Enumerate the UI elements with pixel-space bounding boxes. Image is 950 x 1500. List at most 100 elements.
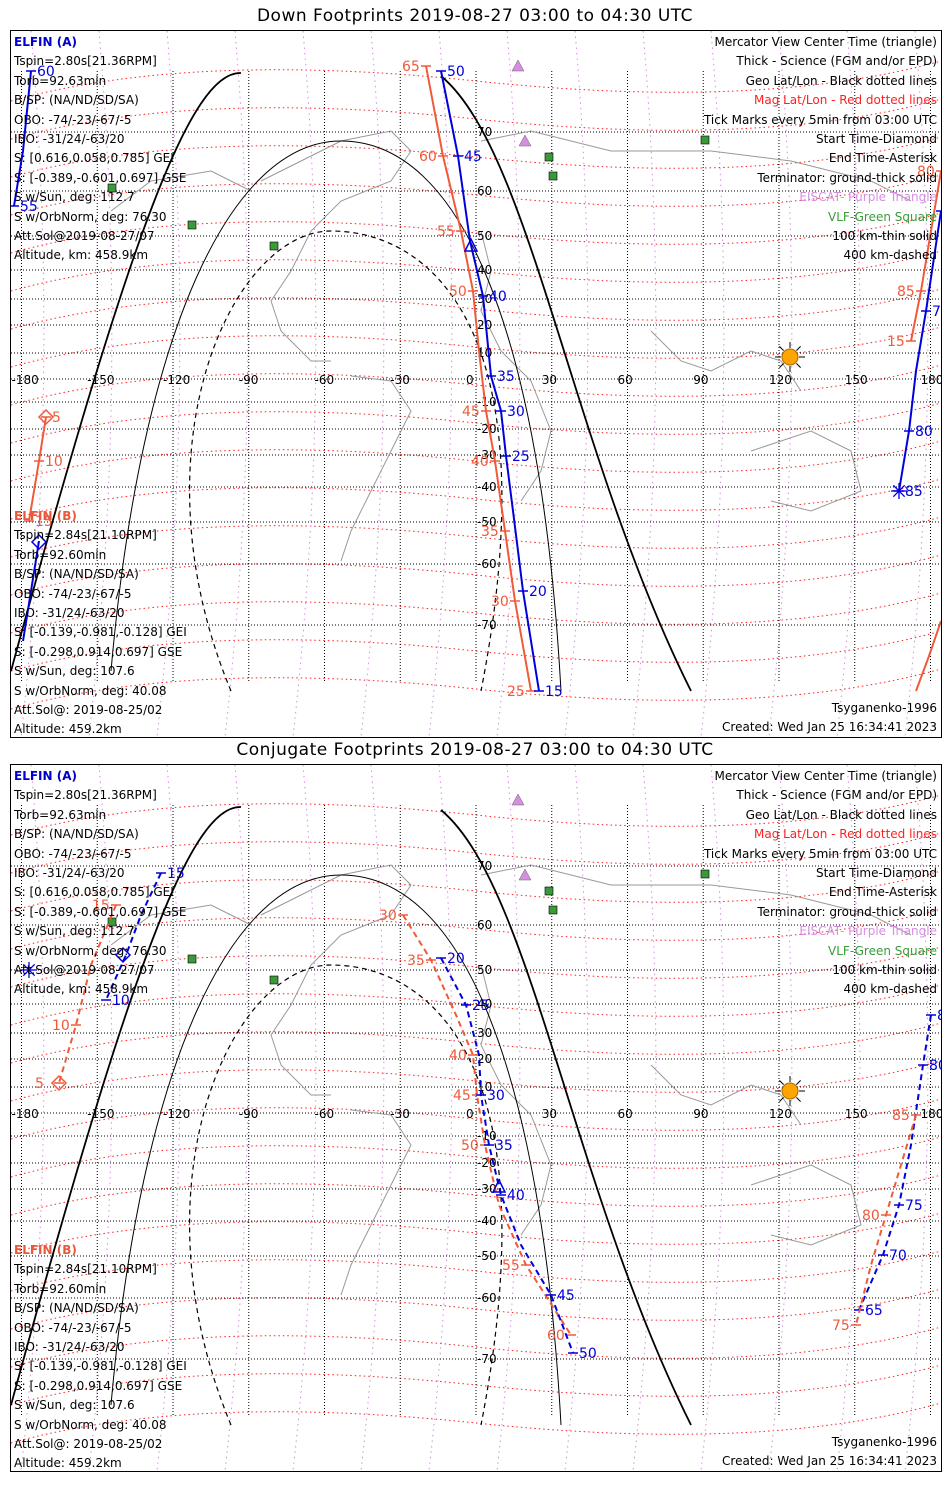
panel-title-down: Down Footprints 2019-08-27 03:00 to 04:3…: [256, 6, 694, 26]
lon-tick-label: -120: [163, 373, 190, 387]
coastline: [650, 330, 802, 392]
map-panel-conjugate: -180 -150 -120 -90 -60 -30 0 30 60 90 120 150 180 70 6…: [10, 764, 942, 1472]
lon-tick-label: -60: [315, 1107, 335, 1121]
elfin-a-down-track-east: [898, 210, 941, 492]
elfin-b-conj-track-tick-label: 50: [461, 1138, 479, 1154]
legend-item: Thick - Science (FGM and/or EPD): [736, 54, 937, 69]
lat-tick-label: 50: [477, 963, 492, 977]
elfin-a-line: Att.Sol@2019-08-27/07: [14, 229, 155, 244]
geo-meridian-pink: [20, 31, 45, 737]
elfin-a-down-track: [440, 70, 540, 692]
geo-meridian-pink: [360, 31, 385, 737]
mag-grid-line: [11, 1098, 941, 1140]
sun-ray: [796, 1080, 801, 1085]
lat-tick-label: -60: [477, 1291, 497, 1305]
elfin-b-down-track-tick-label: 45: [462, 404, 480, 420]
lat-tick-label: 20: [477, 1052, 492, 1066]
elfin-a-conj-track-tick-label: 35: [495, 1138, 513, 1154]
elfin-a-conj-track-west-tick-label: 15: [167, 866, 185, 882]
elfin-b-conj-track-east-tick-label: 85: [892, 1108, 910, 1124]
elfin-a-down-track-east-tick-label: 85: [905, 484, 923, 500]
lon-tick-label: 0: [466, 373, 474, 387]
geo-meridian-pink: [496, 31, 521, 737]
lat-tick-label: -70: [477, 1352, 497, 1366]
lon-tick-label: 60: [618, 373, 633, 387]
lat-tick-label: -10: [477, 1129, 497, 1143]
legend-item: Start Time-Diamond: [815, 866, 937, 881]
legend-item: Tick Marks every 5min from 03:00 UTC: [703, 112, 937, 127]
elfin-b-line: S: [-0.139,-0.981,-0.128] GEI: [14, 1359, 187, 1374]
map-canvas: -180 -150 -120 -90 -60 -30 0 30 60 90 120 150 180 70 6…: [11, 31, 941, 737]
start-time-diamond: [50, 1074, 68, 1092]
elfin-b-line: Torb=92.60min: [14, 547, 107, 562]
elfin-b-down-track-west-tick-label: 10: [45, 454, 63, 470]
elfin-b-line: Altitude: 459.2km: [14, 722, 122, 737]
elfin-a-name: ELFIN (A): [14, 35, 77, 49]
elfin-a-down-track-tick-label: 20: [529, 584, 547, 600]
elfin-b-conj-track-west-tick-label: 15: [92, 898, 110, 914]
elfin-b-line: S w/OrbNorm, deg: 40.08: [14, 683, 167, 698]
legend-item: VLF-Green Square: [828, 209, 937, 224]
elfin-a-conj-track-east-tick-label: 85: [937, 1008, 941, 1024]
elfin-b-name: ELFIN (B): [14, 509, 77, 523]
elfin-b-down-track-tick-label: 55: [437, 224, 455, 240]
elfin-b-line: IBO: -31/24/-63/20: [14, 1340, 125, 1355]
lon-tick-label: 180: [921, 373, 942, 387]
lat-tick-label: -20: [477, 422, 497, 436]
terminator-100km-line: [110, 140, 562, 692]
lat-tick-label: 60: [477, 184, 492, 198]
vlf-square: [187, 954, 197, 964]
sun-ray: [796, 1097, 801, 1102]
lon-tick-label: -90: [239, 373, 259, 387]
mag-grid-line: [11, 870, 941, 912]
lon-tick-label: -90: [239, 1107, 259, 1121]
lat-tick-label: 50: [477, 229, 492, 243]
elfin-a-line: IBO: -31/24/-63/20: [14, 866, 125, 881]
coastline: [750, 1164, 862, 1246]
geo-meridian-pink: [156, 31, 181, 737]
lon-tick-label: 120: [769, 1107, 792, 1121]
geo-meridian-pink: [428, 765, 453, 1471]
elfin-a-line: Att.Sol@2019-08-27/07: [14, 963, 155, 978]
elfin-b-line: OBO: -74/-23/-67/-5: [14, 1320, 132, 1335]
elfin-a-conj-track-tick-label: 50: [579, 1346, 597, 1362]
geo-meridian-pink: [360, 765, 385, 1471]
lat-tick-label: -10: [477, 395, 497, 409]
legend-item: Mercator View Center Time (triangle): [714, 35, 937, 49]
model-label: Tsyganenko-1996: [831, 701, 937, 715]
lat-tick-label: 40: [477, 997, 492, 1011]
mag-grid-line: [11, 984, 941, 1026]
lon-tick-label: -150: [87, 1107, 114, 1121]
elfin-a-line: Tspin=2.80s[21.36RPM]: [14, 788, 157, 803]
elfin-a-down-track-tick-label: 25: [512, 449, 530, 465]
elfin-b-down-track-tick-label: 65: [402, 59, 420, 75]
legend-item: Mag Lat/Lon - Red dotted lines: [753, 93, 937, 108]
lat-tick-label: 70: [477, 125, 492, 139]
elfin-b-info: ELFIN (B) Tspin=2.84s[21.10RPM] Torb=92.…: [14, 1241, 187, 1471]
coastline: [480, 130, 912, 202]
elfin-b-conj-track-east-tick-label: 80: [862, 1208, 880, 1224]
lon-tick-label: 150: [845, 1107, 868, 1121]
elfin-b-conj-track: [402, 914, 572, 1336]
vlf-square: [187, 220, 197, 230]
elfin-b-name: ELFIN (B): [14, 1243, 77, 1257]
geo-meridian-pink: [768, 31, 793, 737]
vlf-square: [700, 135, 710, 145]
sun-icon: [781, 1082, 799, 1100]
center-time-triangle: [463, 237, 479, 252]
end-time-asterisk: [892, 484, 906, 498]
elfin-a-down-track-tick-label: 35: [497, 369, 515, 385]
coastline: [110, 170, 252, 212]
elfin-a-conj-track-west: [105, 872, 162, 1001]
geo-meridian-pink: [496, 765, 521, 1471]
mag-grid-line: [11, 592, 941, 634]
start-time-diamond: [30, 533, 48, 551]
geo-meridian-pink: [292, 31, 317, 737]
geo-meridian-pink: [836, 31, 861, 737]
elfin-b-conj-track-tick-label: 55: [502, 1258, 520, 1274]
vlf-square: [548, 171, 558, 181]
geo-meridian-pink: [88, 31, 113, 737]
elfin-b-line: S w/Sun, deg: 107.6: [14, 1398, 135, 1413]
lon-tick-label: -180: [12, 1107, 39, 1121]
legend-item: End Time-Asterisk: [828, 885, 937, 900]
